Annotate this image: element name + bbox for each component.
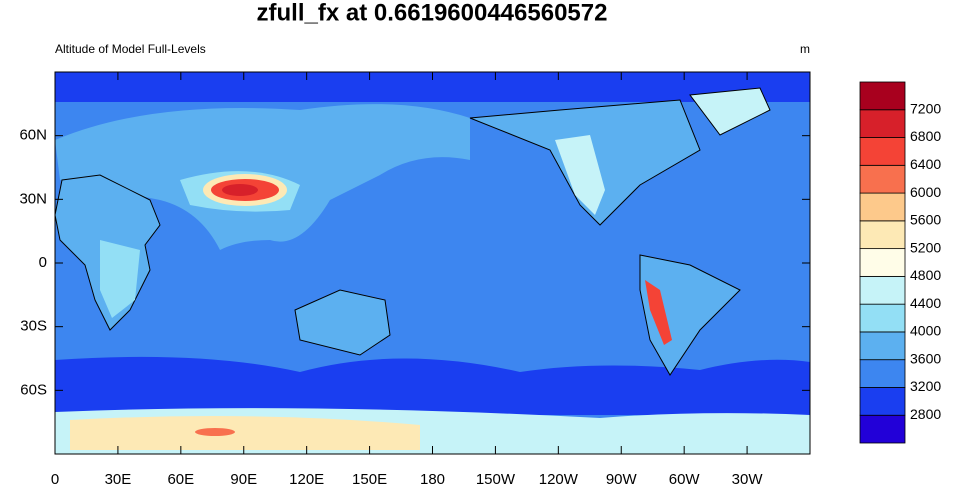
colorbar-label: 6000	[910, 184, 941, 200]
x-tick-label: 150W	[476, 471, 516, 488]
colorbar-box	[859, 164, 906, 194]
colorbar-label: 3600	[910, 350, 941, 366]
colorbar-box	[859, 220, 906, 250]
y-tick-label: 60S	[20, 381, 47, 398]
x-tick-label: 120W	[539, 471, 579, 488]
x-tick-label: 60E	[167, 471, 194, 488]
colorbar-label: 5200	[910, 239, 941, 255]
y-tick-label: 0	[39, 254, 47, 271]
colorbar-box	[859, 414, 906, 444]
colorbar-box	[859, 387, 906, 416]
left-string: Altitude of Model Full-Levels	[55, 42, 206, 56]
colorbar-label: 6800	[910, 128, 941, 144]
colorbar-label: 4400	[910, 295, 941, 311]
colorbar-label: 4800	[910, 267, 941, 283]
colorbar-box	[859, 248, 906, 277]
x-tick-label: 30E	[105, 471, 132, 488]
colorbar-label: 3200	[910, 378, 941, 394]
right-string: m	[800, 42, 810, 56]
colorbar-box	[859, 81, 906, 111]
colorbar-label: 4000	[910, 323, 941, 339]
colorbar-label: 6400	[910, 156, 941, 172]
colorbar-box	[859, 303, 906, 333]
y-tick-label: 30S	[20, 318, 47, 335]
map-field	[55, 72, 810, 454]
colorbar-label: 7200	[910, 100, 941, 116]
x-tick-label: 90E	[230, 471, 257, 488]
colorbar-box	[859, 109, 906, 138]
colorbar-box	[859, 137, 906, 166]
title: zfull_fx at 0.6619600446560572	[257, 0, 608, 26]
colorbar-box	[859, 275, 906, 305]
x-tick-label: 30W	[732, 471, 764, 488]
colorbar-label: 5600	[910, 212, 941, 228]
x-tick-label: 120E	[289, 471, 324, 488]
colorbar-box	[859, 192, 906, 222]
y-tick-label: 60N	[19, 127, 47, 144]
x-tick-label: 180	[420, 471, 445, 488]
colorbar-box	[859, 331, 906, 361]
x-tick-label: 90W	[606, 471, 638, 488]
colorbar-box	[859, 359, 906, 388]
x-tick-label: 0	[51, 471, 59, 488]
x-tick-label: 60W	[669, 471, 701, 488]
x-tick-label: 150E	[352, 471, 387, 488]
colorbar-label: 2800	[910, 406, 941, 422]
y-tick-label: 30N	[19, 190, 47, 207]
